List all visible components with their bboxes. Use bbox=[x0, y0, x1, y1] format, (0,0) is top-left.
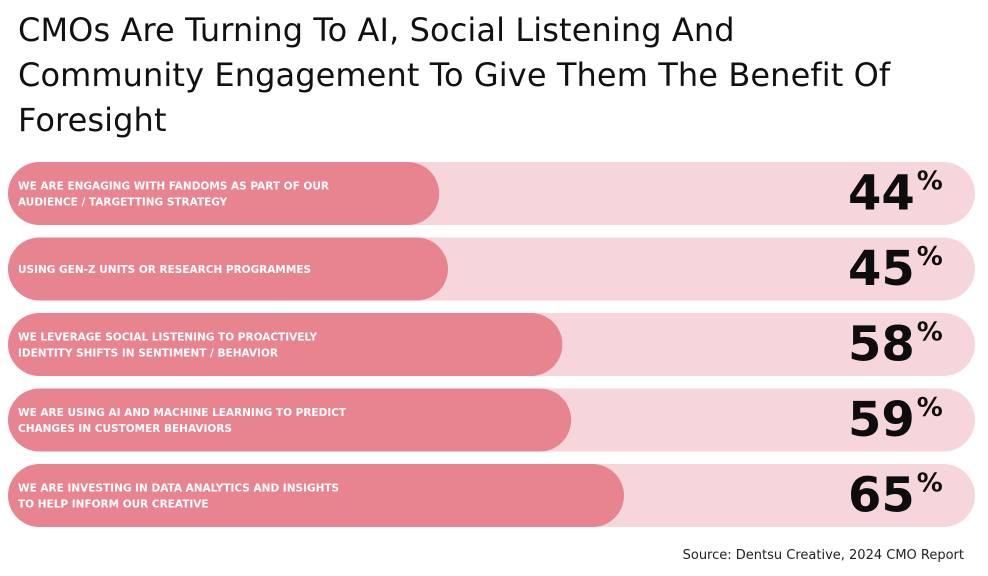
bar bbox=[8, 162, 440, 225]
bar-row: WE ARE USING AI AND MACHINE LEARNING TO … bbox=[8, 388, 975, 452]
source-note: Source: Dentsu Creative, 2024 CMO Report bbox=[682, 548, 964, 563]
bar-label: WE ARE USING AI AND MACHINE LEARNING TO … bbox=[18, 407, 347, 419]
bar-label: AUDIENCE / TARGETTING STRATEGY bbox=[18, 197, 228, 209]
data-label: 65% bbox=[848, 468, 943, 524]
bar-row: USING GEN-Z UNITS OR RESEARCH PROGRAMMES… bbox=[8, 237, 975, 301]
bar-label: WE LEVERAGE SOCIAL LISTENING TO PROACTIV… bbox=[18, 332, 317, 344]
bar-label: CHANGES IN CUSTOMER BEHAVIORS bbox=[18, 423, 232, 435]
bar bbox=[8, 388, 572, 452]
bar-label: TO HELP INFORM OUR CREATIVE bbox=[18, 499, 209, 511]
bar-row: WE LEVERAGE SOCIAL LISTENING TO PROACTIV… bbox=[8, 313, 975, 376]
bar-label: WE ARE ENGAGING WITH FANDOMS AS PART OF … bbox=[18, 181, 329, 193]
bar-row: WE ARE ENGAGING WITH FANDOMS AS PART OF … bbox=[8, 162, 975, 225]
data-label: 58% bbox=[848, 317, 943, 373]
bar bbox=[8, 464, 624, 527]
bar-label: IDENTITY SHIFTS IN SENTIMENT / BEHAVIOR bbox=[18, 348, 278, 360]
bar bbox=[8, 237, 448, 301]
data-label: 59% bbox=[848, 392, 943, 448]
bar-label: WE ARE INVESTING IN DATA ANALYTICS AND I… bbox=[18, 483, 339, 495]
data-label: 45% bbox=[848, 241, 943, 297]
chart-title: CMOs Are Turning To AI, Social Listening… bbox=[18, 11, 891, 139]
bar-label: USING GEN-Z UNITS OR RESEARCH PROGRAMMES bbox=[18, 264, 311, 276]
data-label: 44% bbox=[848, 166, 943, 222]
bar-row: WE ARE INVESTING IN DATA ANALYTICS AND I… bbox=[8, 464, 975, 527]
bar bbox=[8, 313, 563, 376]
